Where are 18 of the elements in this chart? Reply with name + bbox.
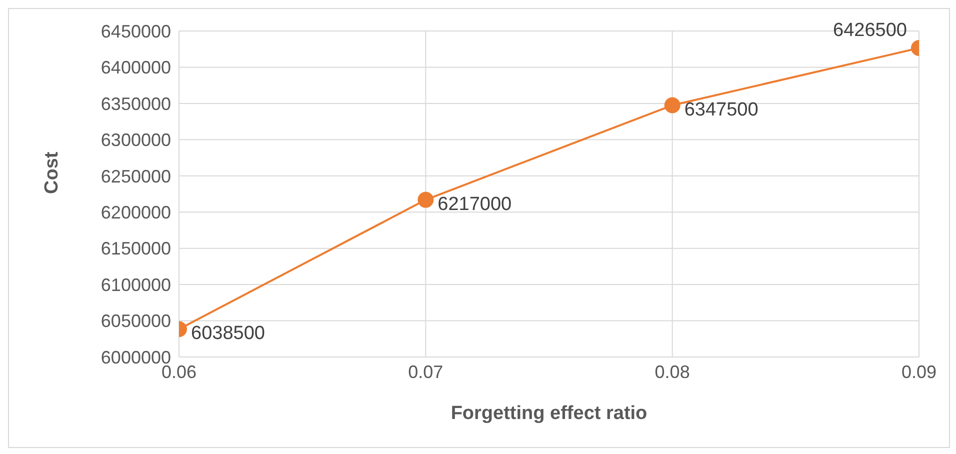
x-tick-label: 0.08 [654, 362, 690, 382]
data-label: 6347500 [684, 99, 758, 120]
x-axis-title: Forgetting effect ratio [450, 403, 648, 424]
y-tick-label: 6150000 [100, 238, 171, 259]
data-label: 6038500 [191, 323, 265, 344]
y-tick-label: 6100000 [100, 274, 171, 295]
y-axis-title: Cost [42, 151, 63, 194]
y-tick-label: 6300000 [100, 130, 171, 150]
y-tick-label: 6200000 [100, 202, 171, 222]
x-tick-label: 0.07 [408, 362, 444, 382]
y-tick-label: 6400000 [100, 58, 171, 78]
x-tick-label: 0.09 [901, 362, 937, 382]
data-label: 6217000 [438, 194, 512, 215]
y-tick-label: 6450000 [100, 21, 171, 42]
y-tick-label: 6250000 [100, 166, 171, 186]
y-tick-label: 6350000 [100, 94, 171, 114]
y-tick-label: 6050000 [100, 311, 171, 332]
data-label: 6426500 [833, 20, 907, 42]
